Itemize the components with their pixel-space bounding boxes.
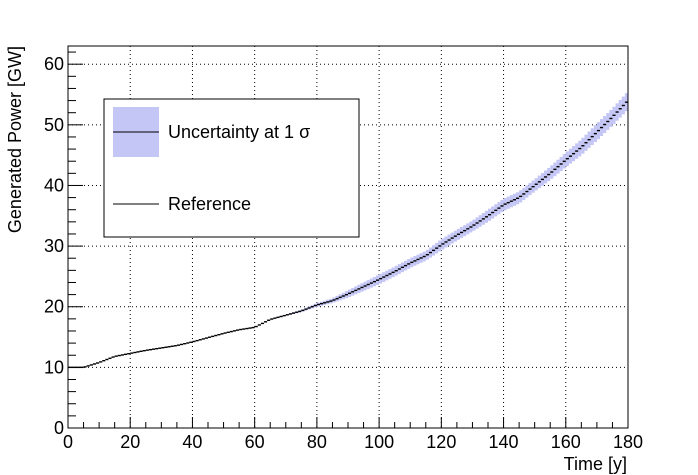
y-tick-label: 20 (44, 297, 64, 317)
y-axis-title: Generated Power [GW] (5, 46, 25, 233)
axis-tick-labels: 0 20 40 60 80 100 120 140 160 180 0 10 20 30 40 50 60 (44, 54, 643, 452)
reference-series (68, 101, 628, 369)
legend-label-uncertainty: Uncertainty at 1 σ (168, 122, 310, 142)
y-tick-label: 0 (54, 418, 64, 438)
x-tick-label: 20 (120, 432, 140, 452)
axis-ticks (67, 51, 629, 429)
x-tick-label: 40 (182, 432, 202, 452)
y-tick-label: 10 (44, 357, 64, 377)
x-tick-label: 140 (489, 432, 519, 452)
y-tick-label: 60 (44, 54, 64, 74)
x-tick-label: 120 (426, 432, 456, 452)
legend-label-reference: Reference (168, 194, 251, 214)
y-tick-label: 30 (44, 236, 64, 256)
legend: Uncertainty at 1 σ Reference (103, 98, 360, 238)
x-tick-label: 0 (63, 432, 73, 452)
x-tick-label: 100 (364, 432, 394, 452)
y-tick-label: 40 (44, 175, 64, 195)
x-tick-label: 160 (551, 432, 581, 452)
x-axis-title: Time [y] (564, 454, 627, 474)
y-tick-label: 50 (44, 115, 64, 135)
x-tick-label: 80 (307, 432, 327, 452)
x-tick-label: 60 (245, 432, 265, 452)
x-tick-label: 180 (613, 432, 643, 452)
